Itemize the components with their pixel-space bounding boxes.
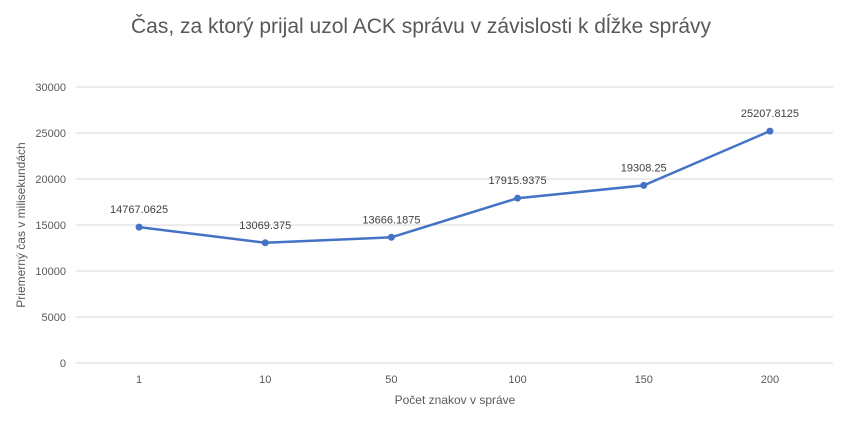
data-label: 13666.1875: [362, 214, 420, 226]
x-tick-label: 1: [136, 374, 142, 386]
x-tick-label: 150: [635, 374, 653, 386]
y-tick-label: 25000: [35, 128, 66, 140]
y-tick-label: 0: [60, 358, 66, 370]
x-tick-label: 200: [761, 374, 779, 386]
y-tick-label: 5000: [42, 312, 66, 324]
x-tick-label: 100: [508, 374, 526, 386]
data-label: 14767.0625: [110, 204, 168, 216]
y-axis-label: Priemerný čas v milisekundách: [14, 142, 28, 307]
gridlines: [76, 86, 833, 364]
data-point: [514, 194, 522, 202]
data-point: [261, 239, 269, 247]
data-label: 25207.8125: [741, 108, 799, 120]
series-line: [135, 127, 774, 247]
data-point: [387, 233, 395, 241]
data-label: 13069.375: [239, 220, 291, 232]
y-axis-ticks: 0 5000 10000 15000 20000 25000 30000: [35, 82, 66, 370]
y-tick-label: 15000: [35, 220, 66, 232]
data-labels: 14767.0625 13069.375 13666.1875 17915.9375 1…: [110, 108, 799, 232]
data-point: [766, 127, 774, 135]
y-tick-label: 30000: [35, 82, 66, 94]
data-point: [135, 223, 143, 231]
series-line-path: [137, 129, 772, 245]
x-tick-label: 10: [259, 374, 271, 386]
x-tick-label: 50: [385, 374, 397, 386]
x-axis-ticks: 1 10 50 100 150 200: [136, 374, 779, 386]
y-tick-label: 20000: [35, 174, 66, 186]
y-tick-label: 10000: [35, 266, 66, 278]
x-axis-label: Počet znakov v správe: [395, 393, 516, 407]
data-point: [640, 181, 648, 189]
data-label: 19308.25: [621, 162, 667, 174]
chart-title: Čas, za ktorý prijal uzol ACK správu v z…: [131, 14, 712, 38]
data-label: 17915.9375: [489, 175, 547, 187]
